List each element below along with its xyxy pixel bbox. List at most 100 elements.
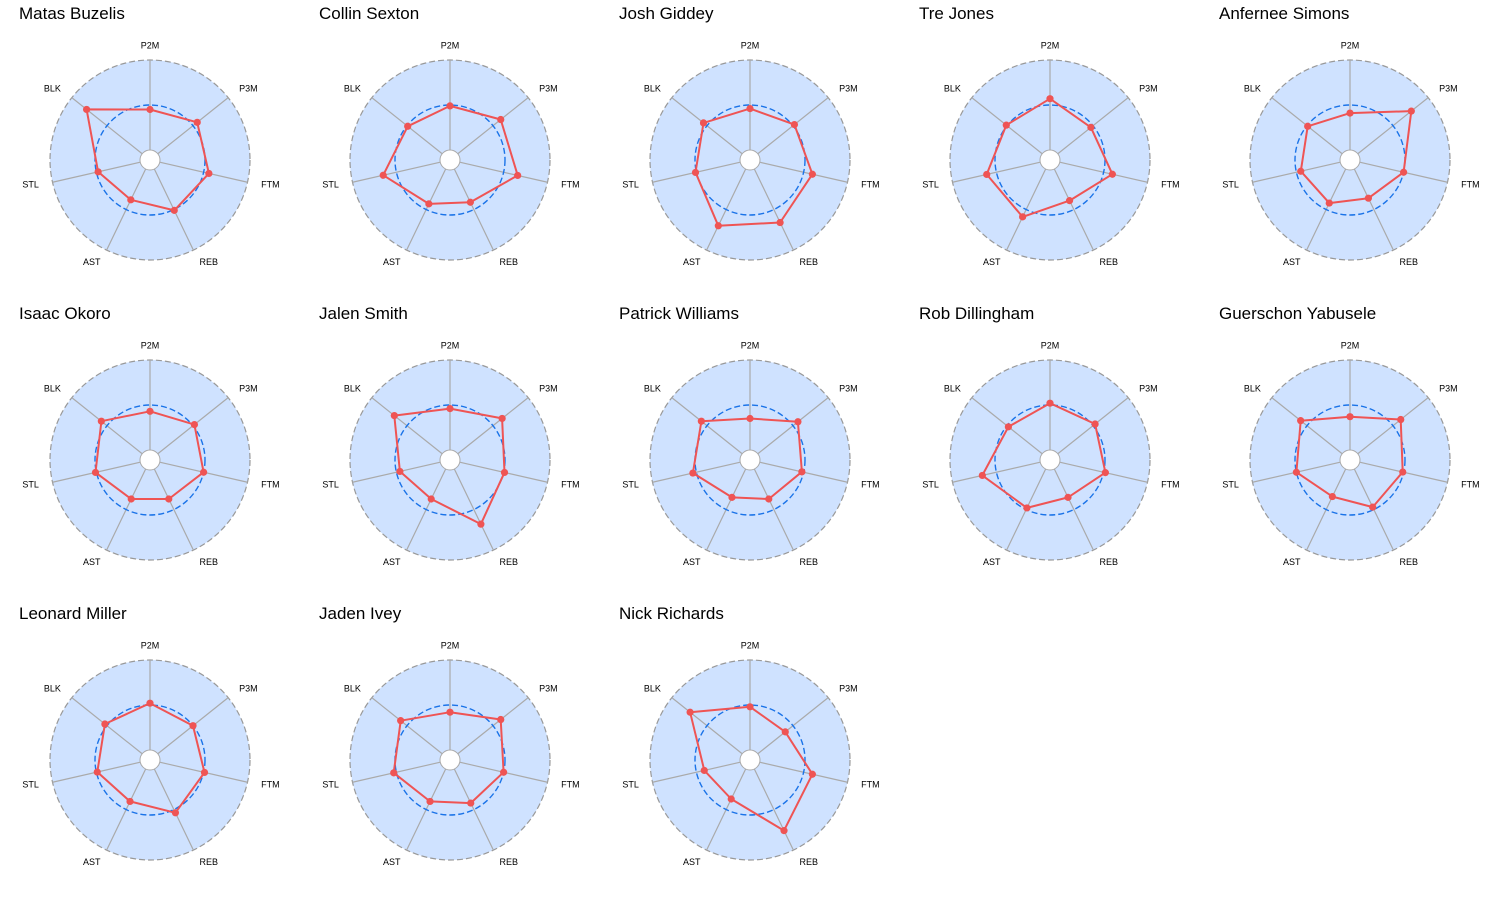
axis-label-p3m: P3M <box>239 83 258 93</box>
axis-label-ast: AST <box>1283 557 1301 567</box>
radar-reference-circle <box>1294 404 1406 516</box>
data-point-reb <box>765 495 773 503</box>
data-point-p3m <box>794 418 802 426</box>
data-point-stl <box>379 171 387 179</box>
axis-label-reb: REB <box>199 557 218 567</box>
axis-label-ftm: FTM <box>1461 180 1480 190</box>
radar-reference-circle <box>394 104 506 216</box>
data-point-reb <box>776 218 784 227</box>
axis-label-p2m: P2M <box>141 40 160 50</box>
radar-panel: P2M P3M FTM REB AST STL BLK Jalen Smith <box>300 300 600 600</box>
radar-svg: P2M P3M FTM REB AST STL BLK <box>622 640 879 867</box>
radar-spoke <box>453 468 494 551</box>
axis-label-reb: REB <box>499 857 518 867</box>
axis-label-reb: REB <box>1399 257 1418 267</box>
radar-spoke <box>1252 161 1341 183</box>
axis-label-reb: REB <box>499 557 518 567</box>
data-point-blk <box>1304 122 1312 130</box>
axis-label-stl: STL <box>322 180 339 190</box>
series-line <box>689 705 814 832</box>
data-point-ftm <box>1101 469 1109 477</box>
data-point-p3m <box>1091 420 1099 428</box>
data-point-ast <box>425 200 433 208</box>
axis-label-ftm: FTM <box>561 480 580 490</box>
radar-reference-circle <box>694 104 806 216</box>
data-point-ast <box>1023 504 1031 512</box>
radar-center-ring <box>439 749 461 771</box>
axis-label-p2m: P2M <box>441 40 460 50</box>
axis-label-stl: STL <box>322 780 339 790</box>
axis-label-p3m: P3M <box>1439 83 1458 93</box>
axis-label-stl: STL <box>922 180 939 190</box>
series-line <box>1295 415 1404 509</box>
data-point-p2m <box>1046 95 1054 103</box>
series-line <box>1299 110 1413 205</box>
axis-label-ast: AST <box>383 857 401 867</box>
radar-spoke <box>1053 168 1094 251</box>
radar-spoke <box>652 461 741 483</box>
axis-label-blk: BLK <box>644 83 661 93</box>
data-point-ftm <box>205 169 213 178</box>
data-point-ftm <box>808 770 816 778</box>
data-point-ast <box>714 222 722 230</box>
series-line <box>392 711 505 805</box>
axis-label-blk: BLK <box>644 683 661 693</box>
radar-spoke <box>753 468 794 551</box>
data-point-blk <box>390 412 398 420</box>
axis-label-reb: REB <box>799 557 818 567</box>
series-line <box>393 407 506 526</box>
series-line <box>85 108 210 212</box>
axis-label-ast: AST <box>383 257 401 267</box>
data-point-ftm <box>514 171 522 180</box>
radar-spoke <box>952 461 1041 483</box>
radar-panel: P2M P3M FTM REB AST STL BLK Guerschon Yabusele <box>1200 300 1500 600</box>
data-point-reb <box>780 827 788 835</box>
data-point-blk <box>97 417 105 425</box>
data-point-blk <box>1004 423 1013 431</box>
axis-label-p3m: P3M <box>839 383 858 393</box>
data-point-blk <box>82 105 91 114</box>
data-point-reb <box>1065 197 1074 205</box>
data-point-ftm <box>500 468 509 477</box>
series-line <box>382 104 519 205</box>
axis-label-ftm: FTM <box>261 480 280 490</box>
axis-label-blk: BLK <box>944 83 961 93</box>
panel-title: Leonard Miller <box>19 604 127 623</box>
series-line <box>985 97 1114 218</box>
radar-svg: P2M P3M FTM REB AST STL BLK <box>622 340 879 567</box>
data-point-p3m <box>1407 107 1415 115</box>
axis-label-stl: STL <box>622 480 639 490</box>
radar-svg: P2M P3M FTM REB AST STL BLK <box>922 340 1180 567</box>
radar-center-ring <box>439 449 461 471</box>
data-point-ast <box>1328 492 1336 501</box>
radar-panel: P2M P3M FTM REB AST STL BLK Tre Jones <box>900 0 1200 300</box>
radar-center-ring <box>1339 449 1361 471</box>
axis-label-p2m: P2M <box>1341 340 1360 350</box>
axis-label-p2m: P2M <box>741 40 760 50</box>
radar-center-ring <box>439 149 461 171</box>
data-point-reb <box>170 206 178 214</box>
radar-svg: P2M P3M FTM REB AST STL BLK <box>322 40 579 267</box>
axis-label-stl: STL <box>22 780 39 790</box>
axis-label-blk: BLK <box>944 383 961 393</box>
data-point-p2m <box>446 708 454 716</box>
panel-title: Collin Sexton <box>319 4 420 23</box>
data-point-blk <box>397 717 405 725</box>
axis-label-blk: BLK <box>1244 83 1261 93</box>
axis-label-ast: AST <box>683 557 701 567</box>
data-point-blk <box>1297 417 1305 425</box>
data-point-ast <box>728 493 736 501</box>
data-point-p2m <box>146 407 154 415</box>
data-point-p3m <box>781 728 789 736</box>
data-point-p2m <box>446 405 454 413</box>
radar-panel: P2M P3M FTM REB AST STL BLK Nick Richards <box>600 600 900 900</box>
axis-label-ftm: FTM <box>1161 180 1180 190</box>
series-line <box>96 702 206 814</box>
data-point-stl <box>1292 468 1300 476</box>
radar-center-ring <box>139 749 161 771</box>
axis-label-p2m: P2M <box>141 640 160 650</box>
radar-reference-circle <box>94 704 206 816</box>
radar-spoke <box>1353 168 1394 251</box>
axis-label-ftm: FTM <box>1161 480 1180 490</box>
